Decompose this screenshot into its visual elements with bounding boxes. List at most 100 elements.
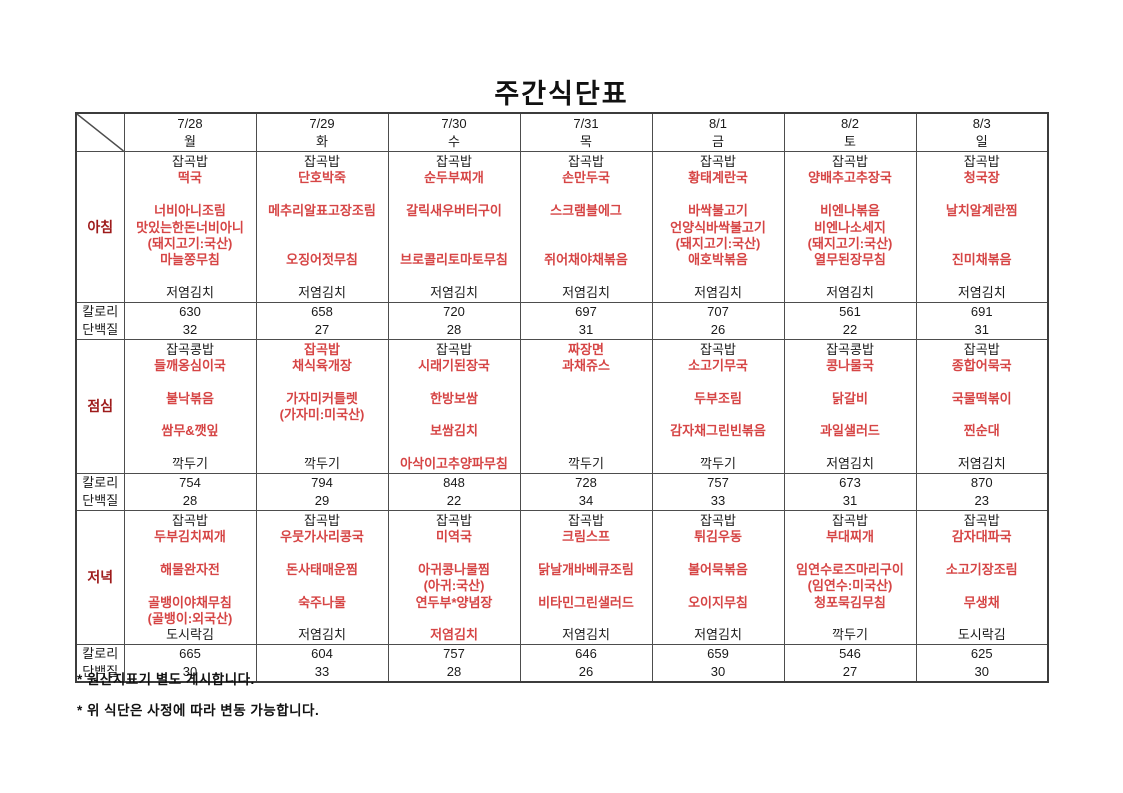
menu-line: 불낙볶음 — [166, 390, 214, 406]
menu-line — [917, 374, 1048, 390]
menu-line: 채식육개장 — [292, 357, 352, 373]
menu-line — [917, 269, 1048, 285]
protein-value: 22 — [842, 321, 858, 337]
menu-line: 저염김치 — [694, 627, 742, 643]
menu-line: 잡곡밥 — [436, 341, 472, 357]
calorie-value: 707 — [707, 303, 729, 319]
calorie-label: 칼로리 — [82, 474, 119, 490]
day-header-5: 8/2 토 — [783, 112, 917, 152]
protein-value: 30 — [182, 663, 198, 679]
menu-line: 잡곡밥 — [172, 154, 208, 169]
protein-value: 23 — [974, 492, 989, 508]
menu-line: 황태계란국 — [688, 170, 748, 186]
protein-value: 31 — [578, 321, 594, 337]
nutrition-cell-breakfast-3: 697 31 — [519, 301, 653, 340]
menu-line — [785, 611, 916, 627]
protein-value: 30 — [710, 663, 726, 679]
nutrition-row-lunch: 칼로리 단백질 754 28 794 29 848 22 728 34 757 33 673 31 870 2… — [75, 472, 1049, 511]
nutrition-cell-dinner-1: 604 33 — [255, 643, 389, 683]
day-date: 7/31 — [573, 115, 599, 131]
menu-line: (가자미:미국산) — [279, 407, 365, 423]
menu-line: 감자채그린빈볶음 — [670, 423, 766, 439]
menu-line: 잡곡밥 — [963, 154, 1000, 169]
menu-line: 잡곡밥 — [832, 154, 868, 169]
protein-value: 27 — [842, 663, 858, 679]
menu-line: 잡곡밥 — [963, 341, 1000, 357]
menu-line: 들깨옹심이국 — [154, 357, 226, 373]
menu-line: 저염김치 — [826, 285, 874, 301]
menu-line — [521, 391, 652, 407]
menu-cell-breakfast-6: 잡곡밥 청국장 날치알계란찜 진미채볶음 저염김치 — [915, 151, 1049, 303]
nutrition-cell-breakfast-2: 720 28 — [387, 301, 521, 340]
menu-line — [389, 269, 520, 285]
menu-line: 아귀콩나물찜 — [418, 561, 490, 577]
menu-cell-lunch-6: 잡곡밥 종합어묵국 국물떡볶이 찐순대 저염김치 — [915, 338, 1049, 474]
protein-value: 27 — [314, 321, 330, 337]
menu-line: 감자대파국 — [951, 529, 1012, 545]
menu-line — [389, 187, 520, 203]
menu-line: 가자미커틀렛 — [286, 390, 358, 406]
menu-line: 잡곡밥 — [172, 512, 208, 528]
day-date: 8/2 — [840, 115, 860, 131]
protein-value: 31 — [842, 492, 858, 508]
protein-value: 26 — [578, 663, 594, 679]
menu-line: 날치알계란찜 — [945, 203, 1018, 219]
menu-line: 골뱅이야채무침 — [148, 594, 232, 610]
menu-line — [521, 374, 652, 390]
nutrition-cell-breakfast-4: 707 26 — [651, 301, 785, 340]
menu-line — [125, 187, 256, 203]
menu-line: 순두부찌개 — [424, 170, 484, 186]
protein-value: 26 — [710, 321, 726, 337]
menu-line: 마늘쫑무침 — [160, 252, 220, 268]
day-header-4: 8/1 금 — [651, 112, 785, 152]
protein-value: 22 — [446, 492, 462, 508]
nutrition-cell-lunch-6: 870 23 — [915, 472, 1049, 511]
menu-line — [389, 220, 520, 236]
menu-line — [125, 269, 256, 285]
menu-line — [521, 236, 652, 252]
menu-line: 숙주나물 — [298, 594, 346, 610]
day-header-1: 7/29 화 — [255, 112, 389, 152]
nutrition-cell-dinner-3: 646 26 — [519, 643, 653, 683]
day-header-0: 7/28 월 — [123, 112, 257, 152]
nutrition-cell-breakfast-6: 691 31 — [915, 301, 1049, 340]
menu-line: 우뭇가사리콩국 — [280, 529, 364, 545]
menu-line: 닭날개바베큐조림 — [538, 561, 634, 577]
section-label-breakfast: 아침 — [75, 151, 125, 303]
menu-line — [653, 187, 784, 203]
meal-row-dinner: 저녁 잡곡밥 두부김치찌개 해물완자전 골뱅이야채무침 (골뱅이:외국산) 도시락김 잡곡… — [75, 509, 1049, 645]
menu-cell-lunch-0: 잡곡콩밥 들깨옹심이국 불낙볶음 쌈무&깻잎 깍두기 — [123, 338, 257, 474]
day-date: 7/28 — [177, 115, 203, 131]
menu-line: 손만두국 — [562, 170, 610, 186]
menu-line: 무생채 — [963, 594, 1000, 610]
day-header-6: 8/3 일 — [915, 112, 1049, 152]
day-name: 금 — [712, 133, 724, 149]
menu-line — [521, 578, 652, 594]
menu-cell-dinner-5: 잡곡밥 부대찌개 임연수로즈마리구이 (임연수:미국산) 청포묵김무침 깍두기 — [783, 509, 917, 645]
menu-line — [653, 374, 784, 390]
note-menu-change: * 위 식단은 사정에 따라 변동 가능합니다. — [77, 703, 320, 718]
menu-line: 비타민그린샐러드 — [538, 594, 634, 610]
day-date: 8/1 — [708, 115, 728, 131]
menu-line — [125, 545, 256, 561]
menu-line: 청포묵김무침 — [814, 594, 886, 610]
menu-line — [917, 407, 1048, 423]
section-label-lunch: 점심 — [75, 338, 125, 474]
menu-line — [785, 545, 916, 561]
menu-line: 저염김치 — [298, 285, 346, 301]
menu-line: 오이지무침 — [688, 594, 748, 610]
nutrition-row-dinner: 칼로리 단백질 665 30 604 33 757 28 646 26 659 30 546 27 625 3… — [75, 643, 1049, 683]
menu-line: 닭갈비 — [832, 390, 868, 406]
protein-value: 28 — [182, 492, 198, 508]
nutrition-cell-lunch-4: 757 33 — [651, 472, 785, 511]
menu-line: 저염김치 — [562, 627, 610, 643]
day-name: 수 — [448, 133, 460, 149]
calorie-value: 665 — [179, 645, 201, 661]
calorie-value: 658 — [311, 303, 333, 319]
menu-line: 깍두기 — [568, 456, 604, 472]
protein-value: 32 — [182, 321, 198, 337]
menu-line: 과일샐러드 — [820, 423, 880, 439]
menu-line: 잡곡밥 — [700, 154, 736, 169]
